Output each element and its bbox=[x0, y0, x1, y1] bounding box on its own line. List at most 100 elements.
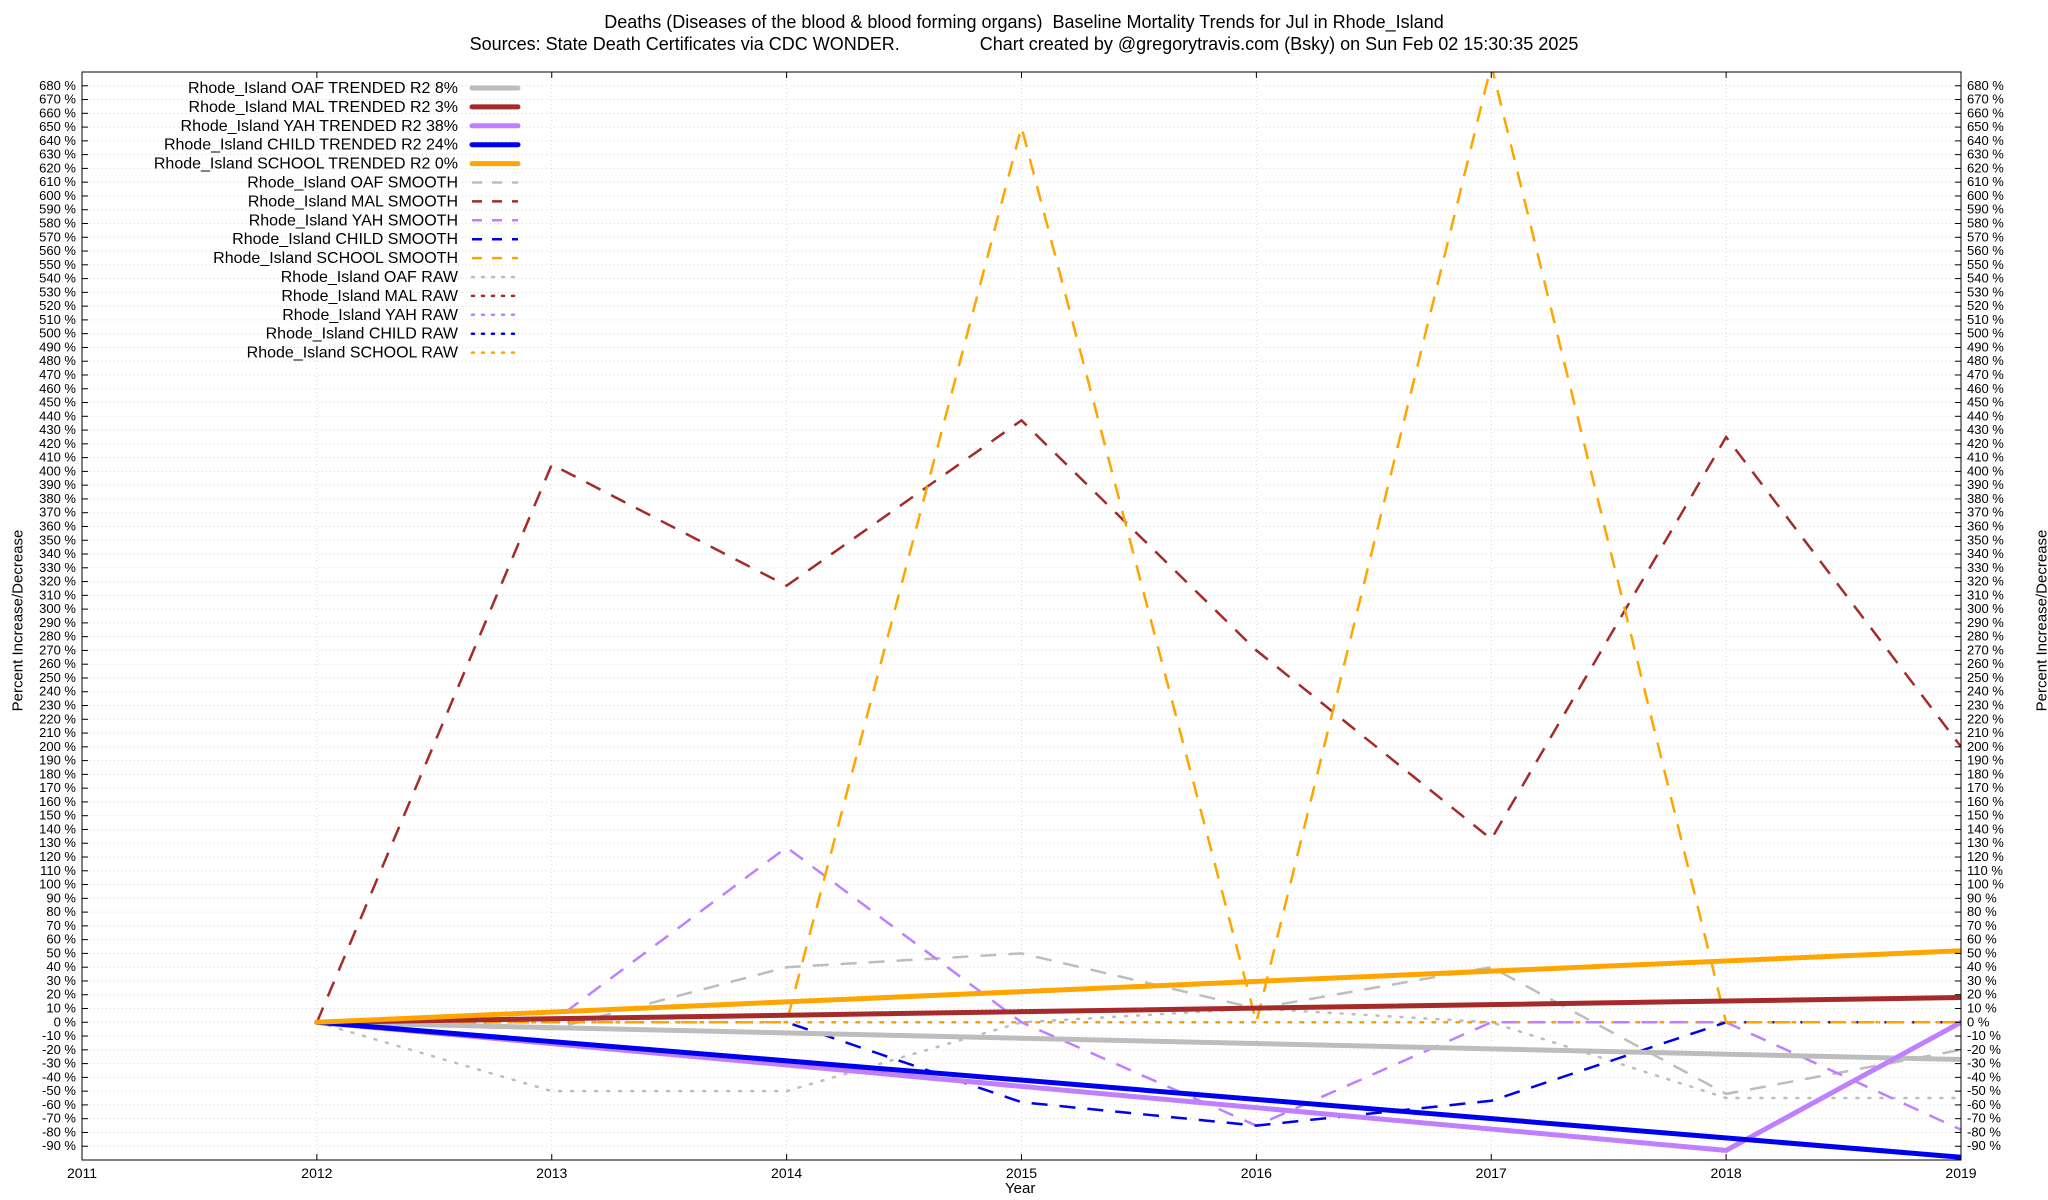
y-tick-label-left: 540 % bbox=[39, 271, 76, 286]
y-tick-label-left: 420 % bbox=[39, 436, 76, 451]
y-tick-label-right: -70 % bbox=[1967, 1111, 2001, 1126]
y-tick-label-right: 190 % bbox=[1967, 753, 2004, 768]
y-tick-label-right: 680 % bbox=[1967, 78, 2004, 93]
y-tick-label-left: 590 % bbox=[39, 202, 76, 217]
y-tick-label-left: 240 % bbox=[39, 684, 76, 699]
y-tick-label-right: 610 % bbox=[1967, 174, 2004, 189]
x-tick-label: 2014 bbox=[771, 1165, 802, 1181]
y-tick-label-right: 70 % bbox=[1967, 918, 1997, 933]
y-tick-label-right: 10 % bbox=[1967, 1001, 1997, 1016]
y-tick-label-right: 460 % bbox=[1967, 381, 2004, 396]
series-line-rhode-island-mal-smooth bbox=[315, 418, 1961, 1023]
y-tick-label-left: -40 % bbox=[42, 1069, 76, 1084]
y-tick-label-right: 580 % bbox=[1967, 215, 2004, 230]
series-line-rhode-island-oaf-trended-r bbox=[314, 1019, 1961, 1062]
y-tick-label-right: -20 % bbox=[1967, 1042, 2001, 1057]
y-tick-label-left: 360 % bbox=[39, 518, 76, 533]
y-tick-label-left: 630 % bbox=[39, 147, 76, 162]
y-tick-label-left: 650 % bbox=[39, 119, 76, 134]
y-tick-label-left: 0 % bbox=[54, 1014, 77, 1029]
y-tick-label-right: 510 % bbox=[1967, 312, 2004, 327]
series-line-rhode-island-oaf-raw bbox=[315, 1007, 1961, 1100]
y-tick-label-left: 60 % bbox=[46, 932, 76, 947]
series-line-rhode-island-child-smooth bbox=[316, 1021, 1961, 1127]
y-tick-label-left: 390 % bbox=[39, 477, 76, 492]
y-tick-label-right: 50 % bbox=[1967, 945, 1997, 960]
y-tick-label-right: 140 % bbox=[1967, 821, 2004, 836]
y-tick-label-left: 370 % bbox=[39, 505, 76, 520]
y-tick-label-right: 280 % bbox=[1967, 629, 2004, 644]
y-tick-label-right: 370 % bbox=[1967, 505, 2004, 520]
x-tick-label: 2011 bbox=[67, 1165, 97, 1181]
y-tick-label-left: 330 % bbox=[39, 560, 76, 575]
y-tick-label-left: -10 % bbox=[42, 1028, 76, 1043]
legend-label: Rhode_Island CHILD SMOOTH bbox=[232, 231, 458, 248]
y-tick-label-left: 620 % bbox=[39, 160, 76, 175]
y-tick-label-right: 150 % bbox=[1967, 808, 2004, 823]
y-tick-label-right: 210 % bbox=[1967, 725, 2004, 740]
legend-label: Rhode_Island OAF SMOOTH bbox=[247, 175, 458, 192]
y-tick-label-right: 250 % bbox=[1967, 670, 2004, 685]
x-tick-label: 2019 bbox=[1945, 1165, 1976, 1181]
y-tick-label-left: 120 % bbox=[39, 849, 76, 864]
y-tick-label-right: 160 % bbox=[1967, 794, 2004, 809]
y-tick-label-left: 80 % bbox=[46, 904, 76, 919]
y-tick-label-left: -50 % bbox=[42, 1083, 76, 1098]
legend-label: Rhode_Island MAL SMOOTH bbox=[248, 193, 458, 210]
y-tick-label-right: 500 % bbox=[1967, 326, 2004, 341]
y-tick-label-right: 310 % bbox=[1967, 587, 2004, 602]
chart-title: Deaths (Diseases of the blood & blood fo… bbox=[604, 12, 1444, 32]
y-tick-label-right: 640 % bbox=[1967, 133, 2004, 148]
y-tick-label-left: 610 % bbox=[39, 174, 76, 189]
legend-label: Rhode_Island MAL TRENDED R2 3% bbox=[189, 99, 458, 116]
y-tick-label-left: 180 % bbox=[39, 766, 76, 781]
y-tick-label-right: 410 % bbox=[1967, 450, 2004, 465]
y-tick-label-left: 150 % bbox=[39, 808, 76, 823]
y-tick-label-left: 680 % bbox=[39, 78, 76, 93]
x-tick-label: 2017 bbox=[1476, 1165, 1507, 1181]
y-tick-label-left: 490 % bbox=[39, 339, 76, 354]
legend-label: Rhode_Island YAH RAW bbox=[282, 307, 459, 324]
y-tick-label-right: 200 % bbox=[1967, 739, 2004, 754]
y-tick-label-left: 20 % bbox=[46, 987, 76, 1002]
y-tick-label-right: 320 % bbox=[1967, 574, 2004, 589]
y-tick-label-left: -20 % bbox=[42, 1042, 76, 1057]
y-tick-label-right: 220 % bbox=[1967, 711, 2004, 726]
series-line-rhode-island-mal-trended-r bbox=[314, 995, 1961, 1025]
y-tick-label-left: -80 % bbox=[42, 1124, 76, 1139]
chart-subtitle-sources: Sources: State Death Certificates via CD… bbox=[469, 34, 900, 54]
y-tick-label-left: 510 % bbox=[39, 312, 76, 327]
y-tick-label-left: 140 % bbox=[39, 821, 76, 836]
y-tick-label-left: 70 % bbox=[46, 918, 76, 933]
y-tick-label-right: 260 % bbox=[1967, 656, 2004, 671]
legend-label: Rhode_Island OAF TRENDED R2 8% bbox=[188, 80, 458, 97]
y-tick-label-left: 640 % bbox=[39, 133, 76, 148]
y-tick-label-right: 480 % bbox=[1967, 353, 2004, 368]
axis-ticks: -90 % -90 %-80 % -80 %-70 % -70 %-60 % -60 %… bbox=[39, 72, 2004, 1181]
y-tick-label-right: 360 % bbox=[1967, 518, 2004, 533]
y-tick-label-right: 420 % bbox=[1967, 436, 2004, 451]
y-tick-label-right: 330 % bbox=[1967, 560, 2004, 575]
y-tick-label-right: 400 % bbox=[1967, 463, 2004, 478]
y-tick-label-right: -50 % bbox=[1967, 1083, 2001, 1098]
y-tick-label-right: 470 % bbox=[1967, 367, 2004, 382]
y-tick-label-right: 630 % bbox=[1967, 147, 2004, 162]
y-tick-label-left: 50 % bbox=[46, 945, 76, 960]
y-tick-label-left: 670 % bbox=[39, 92, 76, 107]
y-tick-label-right: 60 % bbox=[1967, 932, 1997, 947]
y-tick-label-right: 530 % bbox=[1967, 284, 2004, 299]
legend-label: Rhode_Island SCHOOL RAW bbox=[247, 345, 459, 362]
y-tick-label-left: 270 % bbox=[39, 642, 76, 657]
y-tick-label-right: 290 % bbox=[1967, 615, 2004, 630]
y-tick-label-left: 100 % bbox=[39, 877, 76, 892]
x-axis-label: Year bbox=[1005, 1180, 1036, 1197]
y-tick-label-left: 400 % bbox=[39, 463, 76, 478]
chart-subtitle: Sources: State Death Certificates via CD… bbox=[0, 34, 2048, 55]
legend-label: Rhode_Island SCHOOL TRENDED R2 0% bbox=[154, 156, 458, 173]
y-tick-label-right: -10 % bbox=[1967, 1028, 2001, 1043]
y-tick-label-left: 410 % bbox=[39, 450, 76, 465]
x-tick-label: 2016 bbox=[1241, 1165, 1272, 1181]
y-tick-label-left: 260 % bbox=[39, 656, 76, 671]
legend-label: Rhode_Island YAH SMOOTH bbox=[249, 212, 458, 229]
y-tick-label-left: 480 % bbox=[39, 353, 76, 368]
